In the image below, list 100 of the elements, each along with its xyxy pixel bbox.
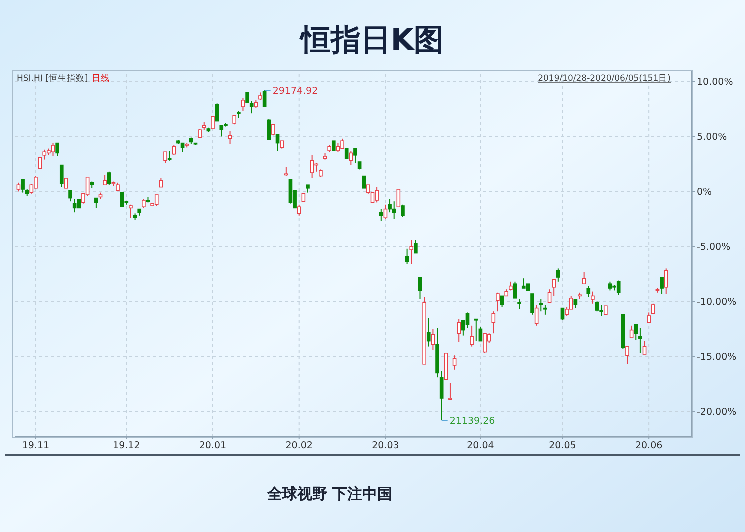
candlestick xyxy=(246,92,250,103)
candlestick xyxy=(64,178,68,189)
candlestick xyxy=(267,118,272,140)
text: 全球视野 下注中国 xyxy=(266,485,393,503)
x-tick-label: 20.06 xyxy=(635,440,663,452)
x-tick-label: 20.05 xyxy=(549,440,576,452)
candlestick xyxy=(172,145,176,156)
candlestick xyxy=(642,340,647,355)
candlestick xyxy=(582,272,586,285)
y-tick-label: 5.00% xyxy=(697,132,728,144)
candlestick xyxy=(310,154,314,179)
candlestick xyxy=(129,204,133,219)
candlestick xyxy=(616,280,621,296)
candlestick xyxy=(431,328,436,351)
candlestick xyxy=(478,326,483,342)
candlestick xyxy=(288,179,293,204)
candlestick xyxy=(513,281,518,299)
candlestick xyxy=(21,179,25,194)
candlestick xyxy=(530,294,534,316)
candlestick xyxy=(215,103,220,122)
candlestick xyxy=(474,318,478,342)
candlestick xyxy=(470,325,474,348)
candlestick xyxy=(72,198,77,214)
candlestick xyxy=(630,325,634,338)
candlestick xyxy=(466,312,470,329)
candlestick xyxy=(638,328,642,354)
x-tick-label: 19.11 xyxy=(22,440,50,452)
candlestick xyxy=(51,142,56,157)
x-tick-label: 20.03 xyxy=(372,440,400,452)
candlestick xyxy=(241,98,246,112)
candlestick xyxy=(120,192,124,208)
candlestick xyxy=(452,355,457,370)
candlestick xyxy=(344,148,349,160)
candlestick xyxy=(384,204,388,220)
candlestick xyxy=(362,176,366,189)
x-tick-label: 20.04 xyxy=(467,440,494,452)
candlestick xyxy=(647,312,651,324)
candlestick xyxy=(410,240,414,265)
candlestick xyxy=(664,268,668,294)
candlestick xyxy=(539,299,544,312)
candlestick xyxy=(164,152,168,164)
candlestick xyxy=(340,138,344,150)
candlestick xyxy=(651,303,656,314)
candlestick xyxy=(600,304,604,316)
y-tick-label: 0% xyxy=(697,187,712,198)
chart-title: 恒指日K图 xyxy=(298,23,444,58)
candlestick xyxy=(228,130,232,145)
candlestick xyxy=(440,370,444,421)
candlestick xyxy=(405,248,410,265)
candlestick xyxy=(349,150,354,166)
candlestick xyxy=(518,299,522,310)
candlestick xyxy=(60,164,64,188)
candlestick xyxy=(414,240,418,254)
x-tick-label: 20.02 xyxy=(286,440,313,452)
candlestick xyxy=(483,333,487,354)
candlestick xyxy=(354,148,358,164)
chart-subtitle: HSI.HI [恒生指数] xyxy=(17,73,88,84)
candlestick xyxy=(211,116,215,130)
candlestick xyxy=(552,279,556,297)
annotation: 21139.26 xyxy=(450,416,496,427)
candlestick xyxy=(534,304,539,326)
y-tick-label: -10.00% xyxy=(697,297,737,308)
candlestick xyxy=(220,125,224,138)
candlestick xyxy=(56,142,60,157)
candlestick xyxy=(426,318,431,348)
candlestick xyxy=(556,268,560,282)
candlestick xyxy=(392,201,396,220)
candlestick xyxy=(262,90,267,108)
candlestick xyxy=(522,278,526,289)
candlestick xyxy=(500,296,504,308)
candlestick xyxy=(626,346,630,365)
candlestick xyxy=(544,304,548,316)
candlestick xyxy=(94,198,98,209)
candlestick xyxy=(595,301,600,312)
annotation: 日线 xyxy=(92,73,110,84)
candlestick xyxy=(457,318,462,343)
candlestick xyxy=(448,382,452,400)
candlestick xyxy=(272,124,276,136)
candlestick xyxy=(560,308,565,321)
candlestick xyxy=(42,149,47,160)
y-tick-label: -20.00% xyxy=(697,407,737,418)
candlestick xyxy=(660,277,664,294)
candlestick xyxy=(492,311,496,334)
candlestick xyxy=(379,208,384,222)
candlestick xyxy=(297,204,302,216)
candlestick xyxy=(68,190,72,202)
candlestick xyxy=(548,289,552,304)
candlestick xyxy=(154,194,159,206)
annotation: 29174.92 xyxy=(272,86,318,97)
y-tick-label: -5.00% xyxy=(697,242,731,254)
candlestick xyxy=(591,291,595,304)
candlestick xyxy=(401,204,405,218)
candlestick xyxy=(634,324,638,341)
candlestick xyxy=(418,277,422,300)
candlestick xyxy=(496,292,500,312)
candlestick xyxy=(375,186,379,204)
x-tick-label: 20.01 xyxy=(199,440,227,452)
candlestick xyxy=(103,174,107,186)
candlestick xyxy=(396,189,401,208)
candlestick xyxy=(332,140,336,152)
